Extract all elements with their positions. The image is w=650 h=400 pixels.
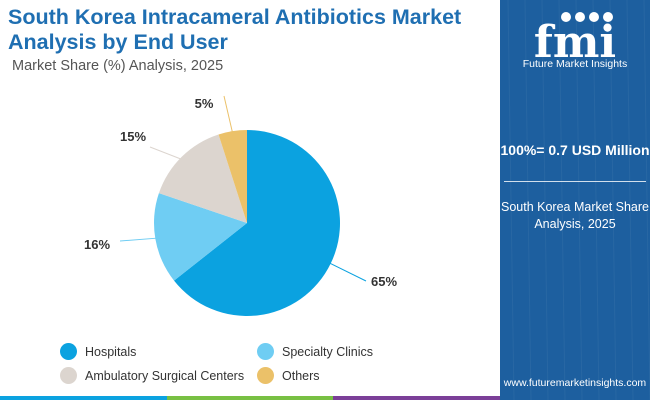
leader-line-hospitals <box>325 260 367 282</box>
data-label-ambulatory-surgical-centers: 15% <box>120 129 146 144</box>
panel-decoration <box>507 0 650 400</box>
market-total: 100%= 0.7 USD Million <box>500 142 650 158</box>
pie-slices <box>153 130 340 316</box>
chart-title: South Korea Intracameral Antibiotics Mar… <box>8 5 462 54</box>
legend-item-ambulatory-surgical-centers: Ambulatory Surgical Centers <box>60 367 244 384</box>
chart-legend: Hospitals Specialty Clinics Ambulatory Sur… <box>60 340 480 390</box>
panel-texture-line <box>541 0 549 400</box>
legend-label: Ambulatory Surgical Centers <box>85 368 245 383</box>
bottom-bar-segment <box>333 396 501 400</box>
pie-data-labels: 65% 16% 15% 5% <box>84 96 397 289</box>
leader-line-ambulatory-surgical-centers <box>149 146 187 162</box>
logo-letters: fmi <box>534 17 616 68</box>
pie-chart: 65% 16% 15% 5% <box>84 95 397 316</box>
panel-texture-line <box>558 0 566 400</box>
legend-label: Hospitals <box>85 344 137 359</box>
panel-description: South Korea Market Share Analysis, 2025 <box>501 200 649 231</box>
pie-slice-hospitals <box>174 130 340 316</box>
website-link[interactable]: www.futuremarketinsights.com <box>503 377 647 389</box>
legend-swatch <box>60 343 77 360</box>
bottom-bar-segment <box>166 396 334 400</box>
leader-line-specialty-clinics <box>119 237 162 242</box>
pie-slice-specialty-clinics <box>153 193 247 281</box>
pie-slice-others <box>218 130 247 223</box>
panel-texture-line <box>609 0 617 400</box>
pie-leader-lines <box>119 95 367 282</box>
bottom-color-bar <box>0 396 501 400</box>
panel-texture-line <box>507 0 515 400</box>
panel-texture-line <box>626 0 634 400</box>
panel-texture-line <box>643 0 650 400</box>
logo-icons <box>561 12 613 22</box>
panel-divider <box>504 181 646 182</box>
data-label-others: 5% <box>195 96 214 111</box>
legend-swatch <box>257 343 274 360</box>
legend-label: Specialty Clinics <box>282 344 374 359</box>
legend-swatch <box>257 367 274 384</box>
panel-texture-line <box>524 0 532 400</box>
bottom-bar-segment <box>0 396 167 400</box>
data-label-specialty-clinics: 16% <box>84 237 110 252</box>
chart-subtitle: Market Share (%) Analysis, 2025 <box>12 58 224 74</box>
legend-item-specialty-clinics: Specialty Clinics <box>257 343 373 360</box>
legend-item-others: Others <box>257 367 320 384</box>
panel-texture-line <box>592 0 600 400</box>
panel-texture-line <box>575 0 583 400</box>
legend-item-hospitals: Hospitals <box>60 343 136 360</box>
leader-line-others <box>223 95 235 138</box>
legend-label: Others <box>282 368 320 383</box>
logo-tagline: Future Market Insights <box>522 58 628 70</box>
brand-panel: fmi Future Market Insights 100%= 0.7 USD… <box>500 0 650 400</box>
pie-slice-ambulatory-surgical-centers <box>158 134 247 223</box>
fmi-logo: fmi <box>534 12 616 68</box>
data-label-hospitals: 65% <box>371 274 397 289</box>
legend-swatch <box>60 367 77 384</box>
